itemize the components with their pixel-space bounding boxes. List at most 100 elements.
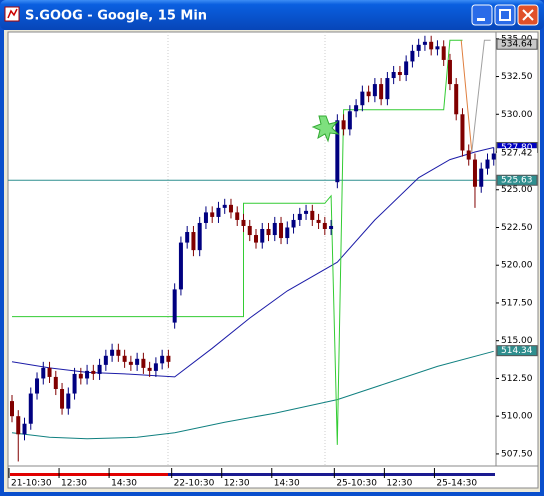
candle-body bbox=[241, 219, 246, 226]
candle-body bbox=[372, 84, 377, 97]
candle-body bbox=[447, 59, 452, 85]
event-marker bbox=[311, 115, 340, 143]
candle-body bbox=[141, 358, 146, 368]
price-tag bbox=[497, 148, 537, 159]
candle-body bbox=[485, 159, 490, 169]
x-tick-label: 12:30 bbox=[386, 479, 412, 489]
candle-body bbox=[272, 222, 277, 236]
x-tick-label: 12:30 bbox=[224, 479, 250, 489]
candle-body bbox=[191, 232, 196, 251]
y-tick-label: 532.50 bbox=[501, 72, 533, 82]
maximize-button[interactable] bbox=[494, 4, 516, 26]
candle-body bbox=[22, 423, 27, 435]
candle-body bbox=[360, 91, 365, 106]
candle-body bbox=[166, 355, 171, 362]
candle-body bbox=[491, 153, 496, 160]
candle-body bbox=[247, 225, 252, 236]
candle-body bbox=[397, 72, 402, 76]
candle-body bbox=[235, 212, 240, 220]
indicator-line bbox=[12, 39, 463, 445]
session-strip bbox=[10, 473, 168, 476]
price-tag-label: 525.63 bbox=[501, 176, 533, 186]
candle-body bbox=[178, 242, 183, 290]
candle-body bbox=[285, 227, 290, 239]
y-tick-label: 515.00 bbox=[501, 336, 533, 346]
price-tag-label: 527.80 bbox=[501, 143, 533, 153]
minimize-button[interactable] bbox=[471, 4, 493, 26]
candle-body bbox=[78, 373, 83, 379]
candle-body bbox=[479, 168, 484, 187]
candle-body bbox=[210, 212, 215, 217]
y-tick-label: 530.00 bbox=[501, 110, 533, 120]
candle-body bbox=[279, 222, 284, 239]
y-tick-label: 507.50 bbox=[501, 449, 533, 459]
price-tag-label: 514.34 bbox=[501, 346, 533, 356]
candle-body bbox=[147, 367, 152, 371]
y-tick-label: 512.50 bbox=[501, 374, 533, 384]
price-tag-label: 534.64 bbox=[501, 40, 533, 50]
candle-body bbox=[316, 219, 321, 223]
candle-body bbox=[429, 41, 434, 50]
y-tick-label: 522.50 bbox=[501, 223, 533, 233]
candle-body bbox=[354, 105, 359, 112]
candle-body bbox=[329, 225, 334, 229]
candle-body bbox=[10, 401, 14, 417]
candle-body bbox=[216, 207, 221, 217]
candle-body bbox=[72, 373, 77, 394]
x-tick-label: 21-10:30 bbox=[11, 479, 52, 489]
candle-body bbox=[135, 358, 140, 365]
candle-body bbox=[341, 120, 346, 130]
candle-body bbox=[66, 393, 71, 409]
candle-body bbox=[304, 210, 309, 214]
price-tag bbox=[496, 38, 538, 50]
candle-body bbox=[41, 367, 46, 379]
candle-body bbox=[435, 46, 440, 50]
candle-body bbox=[416, 44, 421, 51]
candle-body bbox=[404, 61, 409, 76]
candle-body bbox=[410, 50, 415, 62]
indicator-line bbox=[471, 39, 491, 153]
candle-body bbox=[28, 393, 33, 424]
candle-body bbox=[297, 213, 302, 220]
y-tick-label: 510.00 bbox=[501, 412, 533, 422]
x-tick-label: 12:30 bbox=[61, 479, 87, 489]
session-strip bbox=[325, 473, 495, 476]
candle-body bbox=[460, 114, 465, 151]
candle-body bbox=[197, 222, 202, 251]
candle-body bbox=[335, 120, 340, 183]
candle-body bbox=[472, 159, 477, 187]
session-strip bbox=[168, 473, 325, 476]
candle-body bbox=[110, 349, 115, 356]
candle-body bbox=[35, 378, 40, 394]
candle-body bbox=[16, 416, 21, 435]
candle-body bbox=[153, 363, 158, 371]
candle-body bbox=[454, 84, 459, 115]
chart-layer: 535.00532.50530.00527.50525.00522.50520.… bbox=[8, 34, 538, 489]
window-title: S.GOOG - Google, 15 Min bbox=[25, 9, 207, 24]
candle-body bbox=[185, 232, 190, 243]
x-tick-label: 25-14:30 bbox=[436, 479, 477, 489]
y-tick-label: 520.00 bbox=[501, 261, 533, 271]
y-tick-label: 525.00 bbox=[501, 185, 533, 195]
candle-body bbox=[385, 78, 390, 100]
candle-body bbox=[266, 228, 271, 236]
price-tag bbox=[496, 345, 538, 357]
x-tick-label: 14:30 bbox=[111, 479, 137, 489]
candle-body bbox=[160, 355, 165, 364]
candle-body bbox=[60, 389, 65, 409]
price-tag-label: 527.42 bbox=[501, 149, 533, 159]
candle-body bbox=[103, 355, 108, 365]
candle-body bbox=[422, 41, 427, 45]
candle-body bbox=[379, 84, 384, 100]
candle-body bbox=[441, 46, 446, 60]
candle-body bbox=[47, 367, 52, 377]
close-button[interactable] bbox=[517, 4, 539, 26]
indicator-line bbox=[460, 40, 473, 153]
y-tick-label: 517.50 bbox=[501, 298, 533, 308]
time-axis bbox=[7, 465, 539, 489]
candle-body bbox=[260, 228, 265, 243]
app-icon-glyph bbox=[7, 8, 18, 19]
candle-body bbox=[222, 204, 227, 208]
